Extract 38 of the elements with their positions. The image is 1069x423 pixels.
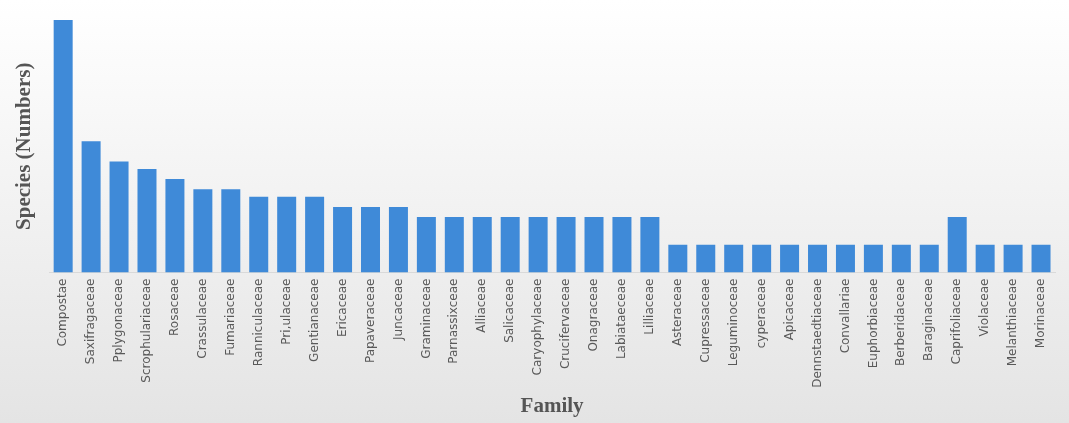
x-tick-label: Berberidaceae (893, 278, 908, 367)
x-tick-label: cyperaceae (753, 278, 768, 349)
x-tick-label: Juncaceae (390, 278, 405, 341)
x-tick-label: Morinaceae (1033, 278, 1048, 349)
x-tick-label: Parnassixceae (446, 278, 461, 364)
x-tick-label: Ericaceae (334, 278, 349, 338)
x-tick-label: Labiataeceae (614, 278, 629, 360)
x-tick-label: Salicaceae (502, 278, 517, 343)
x-tick-label: Rosaceae (167, 278, 182, 337)
x-tick-label: Baraginaceae (921, 278, 936, 362)
x-tick-label: Gentianaceae (306, 278, 321, 362)
x-tick-label: Pplygonaceae (111, 278, 126, 363)
x-tick-label: Violaceae (977, 278, 992, 337)
x-tick-label: Onagraceae (586, 278, 601, 352)
x-tick-label: Papaveraceae (362, 278, 377, 364)
x-tick-label: Apicaceae (781, 278, 796, 341)
x-tick-label: Ranniculaceae (250, 278, 265, 367)
x-tick-label: Pri,ulaceae (278, 278, 293, 345)
x-tick-label: Fumariaceae (222, 278, 237, 356)
x-tick-label: Graminaceae (418, 278, 433, 359)
x-tick-label: Caprifoliaceae (949, 278, 964, 365)
x-tick-label: Leguminoceae (725, 278, 740, 367)
x-tick-label: Alliaceae (474, 278, 489, 333)
x-tick-label: Asteraceae (669, 278, 684, 347)
x-tick-label: Scrophulariaceae (139, 278, 154, 383)
x-tick-label: Compostae (55, 278, 70, 347)
y-axis-title: Species (Numbers) (11, 62, 36, 230)
x-tick-label: Caryophylaceae (530, 278, 545, 376)
x-tick-label: Crucifervaceae (558, 278, 573, 370)
x-tick-label: Cupressaceae (697, 278, 712, 363)
x-axis-title: Family (520, 392, 585, 417)
x-tick-label: Lilliaceae (642, 278, 657, 335)
x-tick-label: Melanthiaceae (1005, 278, 1020, 367)
x-tick-label: Euphorbiaceae (865, 278, 880, 369)
x-tick-label: Saxifragaceae (83, 278, 98, 365)
x-tick-label: Convallariae (837, 278, 852, 354)
x-tick-label: Crassulaceae (194, 278, 209, 359)
x-tick-label: Dennstaedtiaceae (809, 278, 824, 388)
